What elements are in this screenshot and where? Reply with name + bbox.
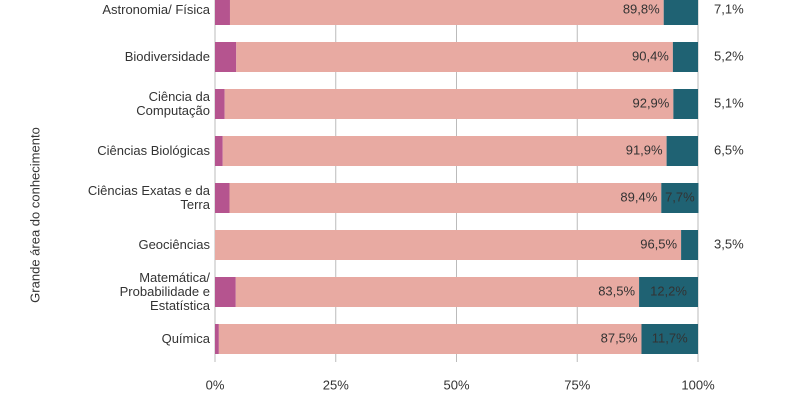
value-label: 5,1% (714, 95, 744, 110)
bar-segment (218, 324, 642, 354)
category-label: Ciências Biológicas (97, 143, 210, 158)
bar-segment (236, 42, 673, 72)
value-label: 89,8% (623, 1, 660, 16)
y-axis-label: Grande área do conhecimento (27, 127, 42, 303)
category-label: Ciência da Computação (136, 89, 210, 118)
bar-segment (215, 42, 237, 72)
value-label: 6,5% (714, 142, 744, 157)
category-label: Astronomia/ Física (102, 2, 210, 17)
category-label: Química (161, 331, 210, 346)
value-label: 90,4% (632, 48, 669, 63)
bar-segment (663, 0, 698, 25)
x-tick-label: 100% (681, 377, 715, 392)
bar-segment (215, 324, 219, 354)
value-label: 96,5% (640, 236, 677, 251)
value-label: 3,5% (714, 236, 744, 251)
bar-segment (222, 136, 667, 166)
category-label: Ciências Exatas e da Terra (87, 183, 210, 212)
value-label: 91,9% (626, 142, 663, 157)
bar-segment (224, 89, 674, 119)
bar-segment (641, 324, 698, 354)
value-label: 89,4% (620, 189, 657, 204)
bar-segment (639, 277, 698, 307)
category-label: Matemática/ Probabilidade e Estatística (119, 270, 210, 313)
value-label: 87,5% (601, 330, 638, 345)
x-tick-label: 25% (323, 377, 349, 392)
x-tick-label: 75% (564, 377, 590, 392)
x-tick-label: 0% (206, 377, 225, 392)
value-label: 7,7% (665, 189, 695, 204)
bar-segment (215, 89, 225, 119)
bar-segment (235, 277, 640, 307)
bar-segment (666, 136, 698, 166)
bar-segment (229, 0, 664, 25)
bar-segment (673, 89, 698, 119)
bar-segment (672, 42, 698, 72)
bar-segment (215, 277, 236, 307)
bar-segment (215, 230, 682, 260)
value-label: 7,1% (714, 1, 744, 16)
value-label: 12,2% (650, 283, 687, 298)
value-label: 11,7% (652, 330, 688, 345)
bar-segment (215, 183, 230, 213)
bar-segment (661, 183, 699, 213)
bar-segment (215, 136, 223, 166)
value-label: 92,9% (632, 95, 669, 110)
category-label: Biodiversidade (124, 49, 210, 64)
bar-segment (215, 0, 230, 25)
bar-segment (229, 183, 662, 213)
value-label: 83,5% (598, 283, 635, 298)
bar-segment (681, 230, 698, 260)
value-label: 5,2% (714, 48, 744, 63)
category-label: Geociências (138, 237, 210, 252)
x-tick-label: 50% (443, 377, 469, 392)
